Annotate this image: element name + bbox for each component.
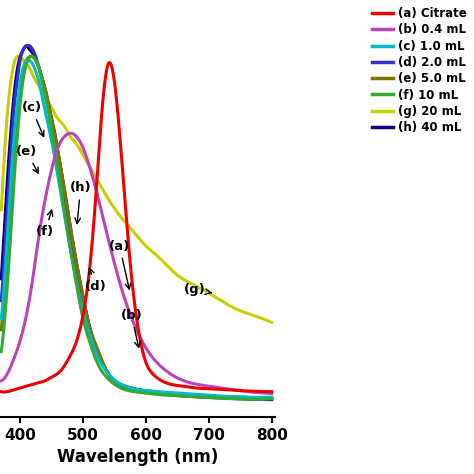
Text: (a): (a) — [109, 240, 131, 289]
Text: (h): (h) — [70, 182, 91, 224]
X-axis label: Wavelength (nm): Wavelength (nm) — [57, 448, 218, 466]
Text: (e): (e) — [16, 145, 38, 173]
Text: (c): (c) — [21, 101, 44, 137]
Text: (f): (f) — [36, 210, 55, 238]
Text: (d): (d) — [85, 268, 107, 293]
Text: (g): (g) — [184, 283, 211, 296]
Text: (b): (b) — [120, 309, 142, 347]
Legend: (a) Citrate, (b) 0.4 mL, (c) 1.0 mL, (d) 2.0 mL, (e) 5.0 mL, (f) 10 mL, (g) 20 m: (a) Citrate, (b) 0.4 mL, (c) 1.0 mL, (d)… — [371, 6, 468, 136]
